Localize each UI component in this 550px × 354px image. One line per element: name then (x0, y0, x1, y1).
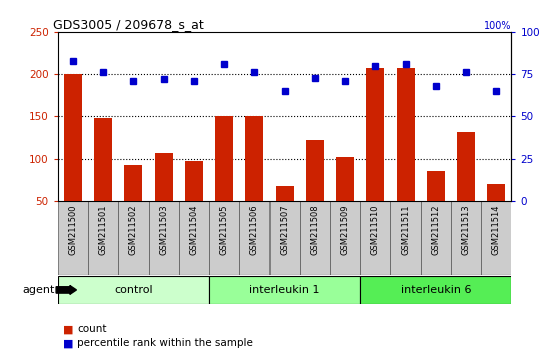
Text: agent: agent (23, 285, 55, 295)
Bar (124, 165, 142, 201)
Bar (58, 276, 209, 304)
Bar (481, 201, 512, 275)
Text: GSM211502: GSM211502 (129, 205, 138, 255)
Bar (155, 153, 173, 201)
Bar (239, 201, 270, 275)
Bar (360, 276, 512, 304)
Bar (487, 184, 505, 201)
Text: interleukin 1: interleukin 1 (249, 285, 320, 295)
Bar (215, 116, 233, 201)
Bar (397, 68, 415, 201)
Text: ■: ■ (63, 324, 74, 334)
Text: GSM211514: GSM211514 (492, 205, 501, 255)
Bar (390, 201, 421, 275)
Text: GSM211508: GSM211508 (310, 205, 320, 256)
Bar (148, 201, 179, 275)
Bar (88, 201, 118, 275)
Text: GSM211510: GSM211510 (371, 205, 380, 255)
Bar (330, 201, 360, 275)
Text: control: control (114, 285, 153, 295)
Bar (451, 201, 481, 275)
Bar (94, 118, 112, 201)
Bar (421, 201, 451, 275)
Text: GSM211511: GSM211511 (401, 205, 410, 255)
Text: GSM211505: GSM211505 (219, 205, 229, 255)
Text: GSM211503: GSM211503 (159, 205, 168, 256)
Bar (209, 276, 360, 304)
Bar (179, 201, 209, 275)
Bar (336, 157, 354, 201)
Bar (270, 201, 300, 275)
Bar (58, 201, 88, 275)
Text: GSM211513: GSM211513 (461, 205, 471, 256)
Text: GSM211512: GSM211512 (431, 205, 441, 255)
Bar (427, 171, 445, 201)
Text: interleukin 6: interleukin 6 (400, 285, 471, 295)
Bar (360, 201, 390, 275)
Text: GDS3005 / 209678_s_at: GDS3005 / 209678_s_at (53, 18, 204, 31)
Text: GSM211501: GSM211501 (98, 205, 108, 255)
Bar (276, 186, 294, 201)
Text: GSM211506: GSM211506 (250, 205, 259, 256)
Bar (300, 201, 330, 275)
Bar (306, 140, 324, 201)
Text: percentile rank within the sample: percentile rank within the sample (77, 338, 253, 348)
Text: GSM211509: GSM211509 (340, 205, 350, 255)
Bar (64, 74, 82, 201)
Text: GSM211507: GSM211507 (280, 205, 289, 256)
Text: GSM211504: GSM211504 (189, 205, 199, 255)
Bar (118, 201, 148, 275)
Bar (185, 161, 203, 201)
Text: count: count (77, 324, 107, 334)
Bar (457, 132, 475, 201)
Text: GSM211500: GSM211500 (68, 205, 78, 255)
Bar (209, 201, 239, 275)
Bar (366, 68, 384, 201)
Text: 100%: 100% (484, 21, 512, 31)
Text: ■: ■ (63, 338, 74, 348)
Bar (245, 116, 263, 201)
